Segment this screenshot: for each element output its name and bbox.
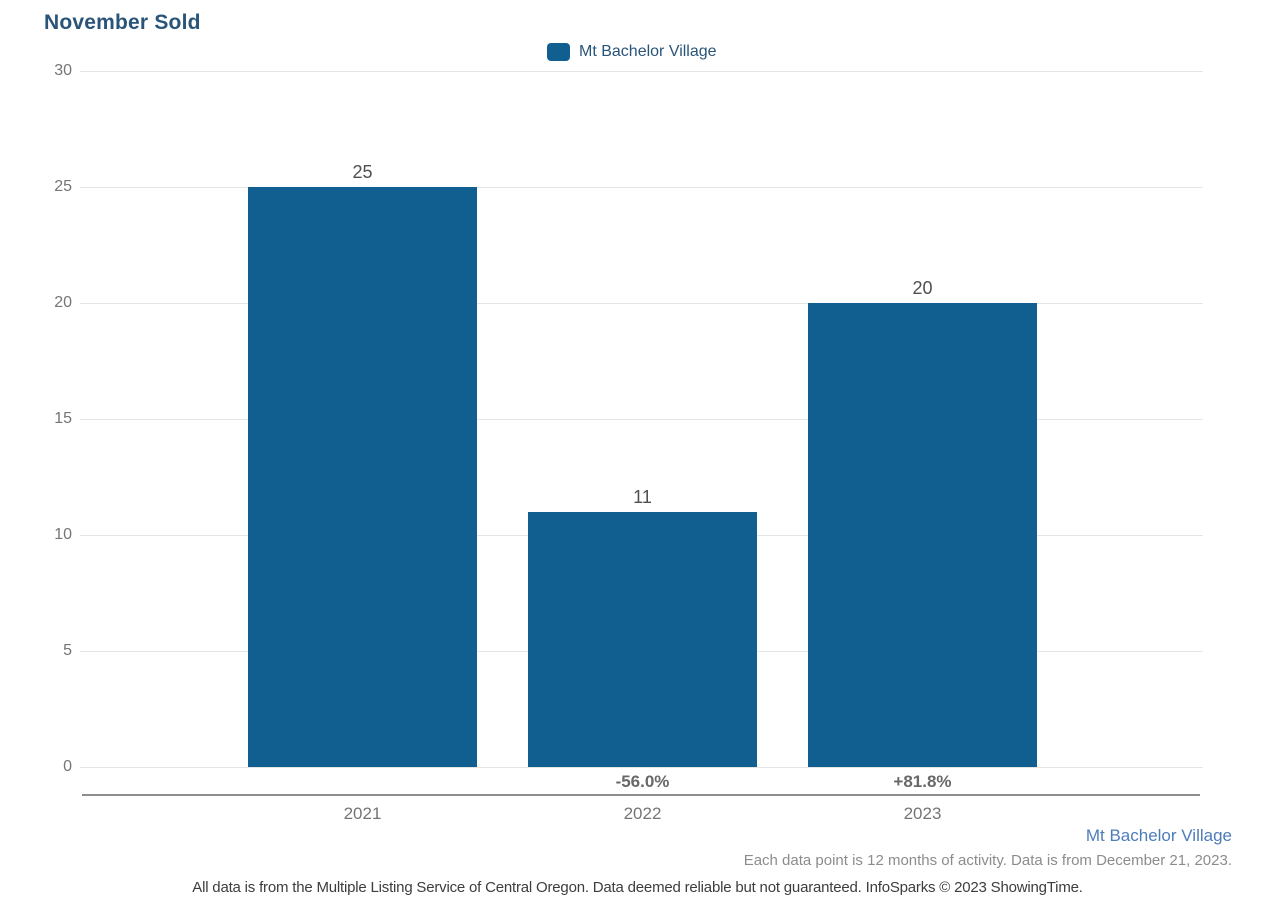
legend-swatch-icon (547, 43, 570, 61)
bar-value-label-2023: 20 (912, 278, 933, 298)
y-tick-label-5: 5 (63, 642, 72, 659)
bar-2022[interactable] (528, 511, 757, 767)
legend-label: Mt Bachelor Village (579, 43, 717, 60)
gridline-20 (80, 303, 1203, 304)
chart-title: November Sold (44, 11, 201, 34)
pct-change-label-2022: -56.0% (615, 772, 670, 791)
x-tick-label-2022: 2022 (623, 804, 662, 823)
bar-2023[interactable] (808, 303, 1037, 767)
gridline-30 (80, 71, 1203, 72)
x-axis-line (82, 794, 1200, 796)
gridline-15 (80, 419, 1203, 420)
y-tick-label-25: 25 (54, 178, 72, 195)
gridline-0 (80, 767, 1203, 768)
x-tick-label-2021: 2021 (343, 804, 382, 823)
y-tick-label-0: 0 (63, 758, 72, 775)
y-tick-label-20: 20 (54, 294, 72, 311)
gridline-25 (80, 187, 1203, 188)
y-tick-label-30: 30 (54, 62, 72, 79)
pct-change-label-2023: +81.8% (893, 772, 952, 791)
y-tick-label-15: 15 (54, 410, 72, 427)
bar-value-label-2022: 11 (633, 486, 652, 507)
bar-2021[interactable] (248, 187, 477, 767)
legend: Mt Bachelor Village (547, 43, 717, 61)
footer-series-label: Mt Bachelor Village (1085, 826, 1232, 845)
y-tick-label-10: 10 (54, 526, 72, 543)
bar-value-label-2021: 25 (352, 162, 373, 182)
footer-note-disclaimer: All data is from the Multiple Listing Se… (192, 879, 1083, 896)
footer-note-data-range: Each data point is 12 months of activity… (743, 852, 1232, 869)
x-tick-label-2023: 2023 (903, 804, 942, 823)
